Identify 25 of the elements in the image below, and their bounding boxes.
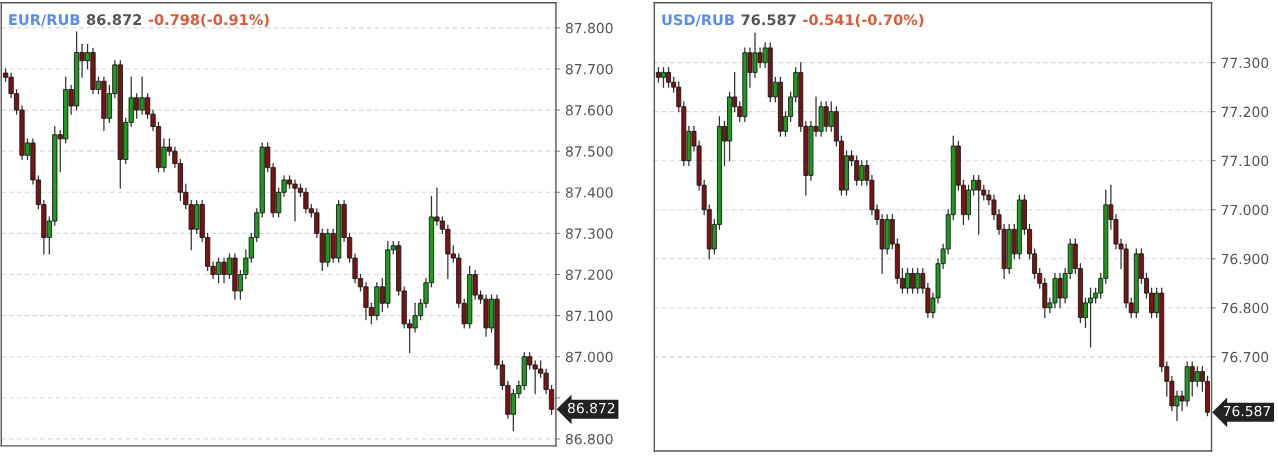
annotation: 86.872 [86, 14, 142, 26]
annotation: -0.798(-0.91%) [148, 13, 269, 27]
y-tick-label: 76.800 [1221, 302, 1269, 314]
text: 86.872 [567, 402, 615, 414]
y-tick-label: 87.700 [565, 63, 613, 75]
y-tick-label: 77.100 [1221, 155, 1269, 167]
text: USD/RUB [662, 14, 734, 27]
y-tick-label: 87.200 [565, 269, 613, 280]
y-tick-label: 86.800 [565, 433, 613, 445]
text: EUR/RUB [9, 14, 80, 27]
y-tick-label: 77.000 [1221, 204, 1269, 216]
y-tick-label: 87.600 [565, 105, 613, 116]
y-tick-label: 87.400 [565, 187, 613, 198]
y-tick-label: 77.300 [1221, 57, 1269, 69]
y-tick-label: 87.100 [565, 310, 613, 322]
y-tick-label: 87.300 [565, 228, 613, 239]
annotation: -0.541(-0.70%) [803, 14, 924, 27]
y-tick-label: 87.800 [565, 22, 613, 34]
text: 76.587 [1223, 405, 1271, 417]
y-tick-label: 77.200 [1221, 106, 1269, 118]
y-tick-label: 87.000 [565, 351, 613, 363]
y-tick-label: 76.700 [1221, 351, 1269, 363]
annotation: 76.587 [741, 14, 796, 26]
y-tick-label: 87.500 [565, 146, 613, 157]
y-tick-label: 76.900 [1221, 253, 1269, 265]
